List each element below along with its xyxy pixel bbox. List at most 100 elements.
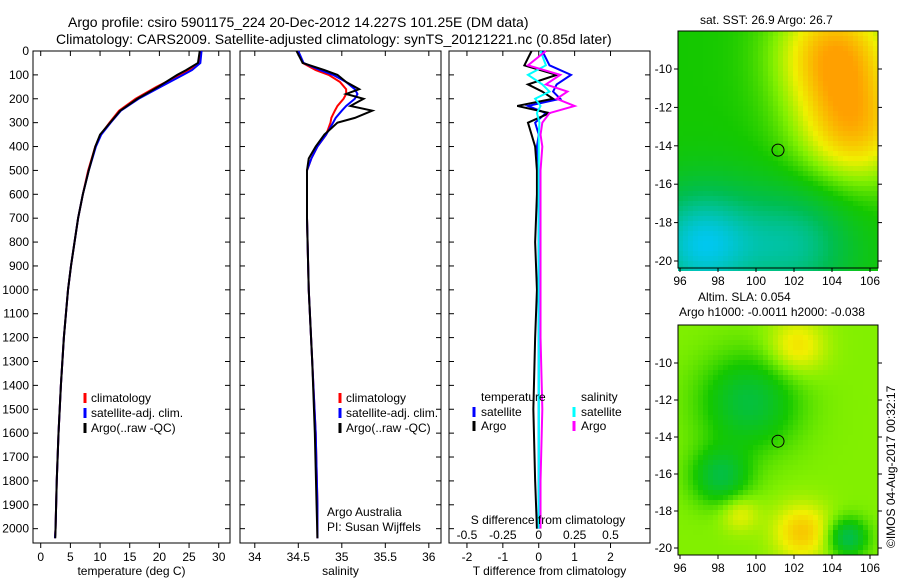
depth-tick-label: 1800 <box>2 474 29 488</box>
annotation-text: PI: Susan Wijffels <box>327 520 421 534</box>
series-line-climatology <box>53 50 202 539</box>
imos-credit: ©IMOS 04-Aug-2017 00:32:17 <box>884 385 898 548</box>
legend-label: Argo(..raw -QC) <box>346 421 431 435</box>
x-tick-label: 15 <box>123 550 137 564</box>
lat-tick-label: -14 <box>655 139 673 153</box>
x-tick-label: 30 <box>212 550 226 564</box>
plot-frame-differences <box>448 50 651 544</box>
x-tick-label: 20 <box>153 550 167 564</box>
depth-tick-label: 500 <box>9 163 29 177</box>
lat-tick-label: -16 <box>655 467 673 481</box>
series-line-satellite-adj-clim- <box>297 50 359 539</box>
sla-map <box>678 325 878 555</box>
lon-tick-label: 104 <box>822 561 842 575</box>
x-tick-label: 1 <box>571 550 578 564</box>
depth-tick-label: 200 <box>9 92 29 106</box>
s-tick-label: 0.25 <box>563 528 587 542</box>
depth-tick-label: 400 <box>9 140 29 154</box>
argo-location-marker <box>771 143 785 157</box>
legend-label: climatology <box>346 391 406 405</box>
s-tick-label: -0.5 <box>457 528 478 542</box>
legend-label: Argo <box>481 419 507 433</box>
plot-frame-temperature <box>32 50 231 544</box>
x-axis-label: temperature (deg C) <box>77 564 185 578</box>
lon-tick-label: 96 <box>673 274 687 288</box>
title-line-2: Climatology: CARS2009. Satellite-adjuste… <box>56 31 612 47</box>
lon-tick-label: 98 <box>711 274 725 288</box>
depth-tick-label: 800 <box>9 235 29 249</box>
series-line-argo-raw-qc- <box>54 50 201 539</box>
legend-label: satellite <box>481 405 522 419</box>
depth-tick-label: 900 <box>9 259 29 273</box>
lat-tick-label: -10 <box>655 62 673 76</box>
depth-tick-label: 1900 <box>2 498 29 512</box>
sla-map-title-1: Altim. SLA: 0.054 <box>698 290 791 304</box>
depth-tick-label: 1600 <box>2 426 29 440</box>
x-axis-label: salinity <box>322 564 359 578</box>
lat-tick-label: -18 <box>655 216 673 230</box>
x-tick-label: -1 <box>498 550 509 564</box>
lon-tick-label: 104 <box>822 274 842 288</box>
x-axis-label: T difference from climatology <box>473 564 627 578</box>
lon-tick-label: 106 <box>860 274 880 288</box>
lon-tick-label: 96 <box>673 561 687 575</box>
depth-tick-label: 0 <box>22 44 29 58</box>
x-tick-label: 34 <box>248 550 262 564</box>
lat-tick-label: -16 <box>655 177 673 191</box>
x-tick-label: 25 <box>182 550 196 564</box>
legend-label: satellite <box>581 405 622 419</box>
x-tick-label: 0 <box>535 550 542 564</box>
argo-location-marker <box>771 434 785 448</box>
x-tick-label: 35.5 <box>374 550 398 564</box>
x-tick-label: 5 <box>67 550 74 564</box>
depth-tick-label: 1000 <box>2 283 29 297</box>
x-tick-label: 2 <box>607 550 614 564</box>
lon-tick-label: 102 <box>784 561 804 575</box>
x-tick-label: 34.5 <box>287 550 311 564</box>
depth-tick-label: 2000 <box>2 522 29 536</box>
lat-tick-label: -12 <box>655 393 673 407</box>
legend-label: satellite-adj. clim. <box>346 406 438 420</box>
depth-tick-label: 1100 <box>3 307 29 321</box>
x-tick-label: -2 <box>462 550 473 564</box>
series-line-s-argo <box>525 50 578 529</box>
legend-heading: salinity <box>581 390 618 404</box>
lon-tick-label: 100 <box>746 561 766 575</box>
depth-tick-label: 1200 <box>2 331 29 345</box>
lon-tick-label: 100 <box>746 274 766 288</box>
lon-tick-label: 102 <box>784 274 804 288</box>
series-line-s-satellite <box>526 50 552 529</box>
series-line-climatology <box>297 50 348 539</box>
lon-tick-label: 106 <box>860 561 880 575</box>
s-tick-label: 0 <box>535 528 542 542</box>
depth-tick-label: 300 <box>9 116 29 130</box>
depth-tick-label: 100 <box>9 68 29 82</box>
series-line-argo-raw-qc- <box>295 50 376 539</box>
sla-map-title-2: Argo h1000: -0.0011 h2000: -0.038 <box>679 305 865 319</box>
x-tick-label: 36 <box>422 550 436 564</box>
lon-tick-label: 98 <box>711 561 725 575</box>
series-line-t-argo <box>516 50 561 529</box>
legend-label: Argo <box>581 419 607 433</box>
lat-tick-label: -18 <box>655 504 673 518</box>
plot-frame-salinity <box>239 50 442 544</box>
sst-map-title: sat. SST: 26.9 Argo: 26.7 <box>700 13 833 27</box>
legend-label: Argo(..raw -QC) <box>91 421 176 435</box>
lat-tick-label: -20 <box>655 254 673 268</box>
s-tick-label: -0.25 <box>489 528 517 542</box>
annotation-text: Argo Australia <box>327 505 402 519</box>
x-tick-label: 35 <box>335 550 349 564</box>
lat-tick-label: -14 <box>655 430 673 444</box>
depth-tick-label: 1300 <box>2 354 29 368</box>
depth-tick-label: 1400 <box>2 378 29 392</box>
depth-tick-label: 600 <box>9 187 29 201</box>
depth-tick-label: 1700 <box>2 450 29 464</box>
legend-heading: temperature <box>481 390 546 404</box>
lat-tick-label: -12 <box>655 100 673 114</box>
x-tick-label: 0 <box>37 550 44 564</box>
s-diff-label: S difference from climatology <box>471 513 626 527</box>
s-tick-label: 0.5 <box>602 528 619 542</box>
sst-map <box>678 31 878 271</box>
